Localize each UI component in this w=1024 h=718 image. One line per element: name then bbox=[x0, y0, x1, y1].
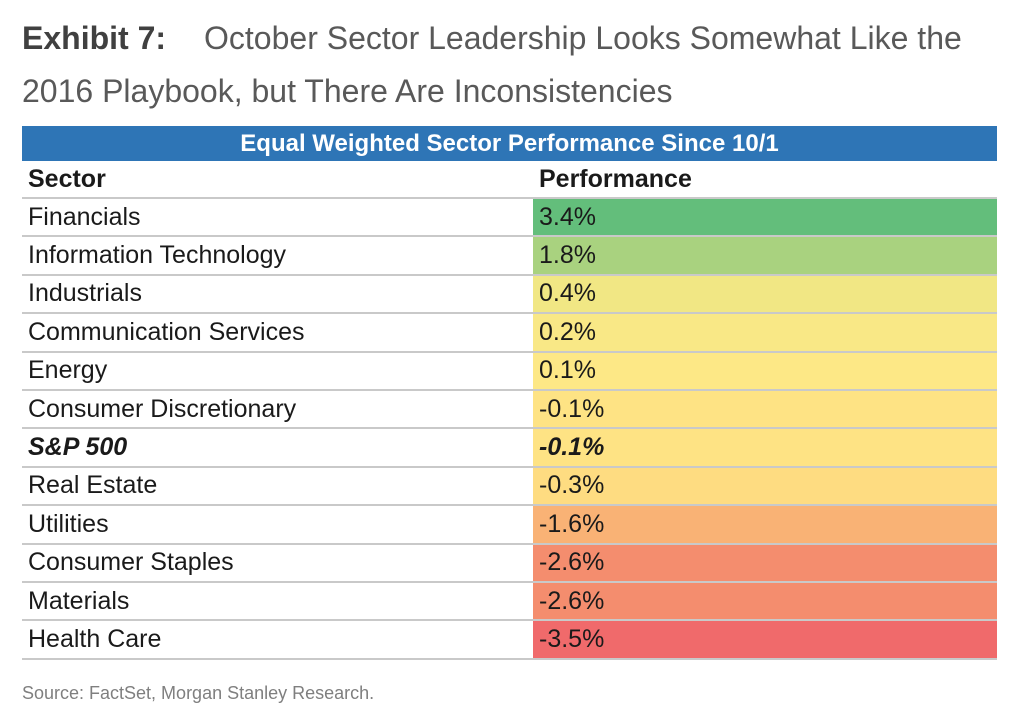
performance-cell: -1.6% bbox=[533, 506, 997, 543]
table-banner: Equal Weighted Sector Performance Since … bbox=[22, 126, 997, 161]
performance-cell: -0.1% bbox=[533, 390, 997, 428]
performance-cell: -2.6% bbox=[533, 544, 997, 581]
table-row: Industrials 0.4% bbox=[22, 275, 997, 315]
performance-cell: 0.1% bbox=[533, 352, 997, 389]
table-row: Health Care -3.5% bbox=[22, 621, 997, 660]
column-header-performance: Performance bbox=[539, 164, 692, 193]
performance-cell: -0.1% bbox=[533, 429, 997, 466]
exhibit-label: Exhibit 7: bbox=[22, 20, 167, 56]
sector-cell: Consumer Staples bbox=[28, 548, 234, 577]
table-row: Consumer Discretionary -0.1% bbox=[22, 390, 997, 430]
sector-cell: Materials bbox=[28, 586, 130, 615]
sector-cell: Financials bbox=[28, 202, 141, 231]
performance-cell: 3.4% bbox=[533, 199, 997, 236]
sector-cell: Information Technology bbox=[28, 241, 287, 270]
table-row: Financials 3.4% bbox=[22, 199, 997, 238]
table-row: Real Estate -0.3% bbox=[22, 467, 997, 507]
exhibit-title: Exhibit 7: October Sector Leadership Look… bbox=[22, 12, 1002, 118]
sector-cell: Real Estate bbox=[28, 471, 158, 500]
performance-cell: -0.3% bbox=[533, 467, 997, 505]
sector-cell: Communication Services bbox=[28, 317, 305, 346]
exhibit-title-text: October Sector Leadership Looks Somewhat… bbox=[22, 20, 962, 109]
sector-cell: Consumer Discretionary bbox=[28, 394, 297, 423]
performance-cell: -3.5% bbox=[533, 621, 997, 658]
sector-cell: Industrials bbox=[28, 279, 142, 308]
performance-cell: 1.8% bbox=[533, 237, 997, 274]
table-row: Consumer Staples -2.6% bbox=[22, 544, 997, 583]
sector-cell: S&P 500 bbox=[28, 433, 128, 462]
performance-cell: 0.4% bbox=[533, 275, 997, 313]
performance-cell: 0.2% bbox=[533, 314, 997, 351]
column-header-sector: Sector bbox=[28, 164, 106, 193]
performance-table: Equal Weighted Sector Performance Since … bbox=[22, 126, 997, 660]
table-row: Information Technology 1.8% bbox=[22, 237, 997, 276]
table-row: Communication Services 0.2% bbox=[22, 314, 997, 353]
source-note: Source: FactSet, Morgan Stanley Research… bbox=[22, 683, 375, 703]
sector-cell: Utilities bbox=[28, 509, 109, 538]
table-header-row: Sector Performance bbox=[22, 161, 997, 199]
table-row: S&P 500 -0.1% bbox=[22, 429, 997, 468]
table-row: Materials -2.6% bbox=[22, 582, 997, 622]
table-body: Financials 3.4% Information Technology 1.8%… bbox=[22, 199, 997, 660]
sector-cell: Health Care bbox=[28, 624, 162, 653]
table-row: Energy 0.1% bbox=[22, 352, 997, 391]
sector-cell: Energy bbox=[28, 356, 108, 385]
table-row: Utilities -1.6% bbox=[22, 506, 997, 545]
performance-cell: -2.6% bbox=[533, 582, 997, 620]
